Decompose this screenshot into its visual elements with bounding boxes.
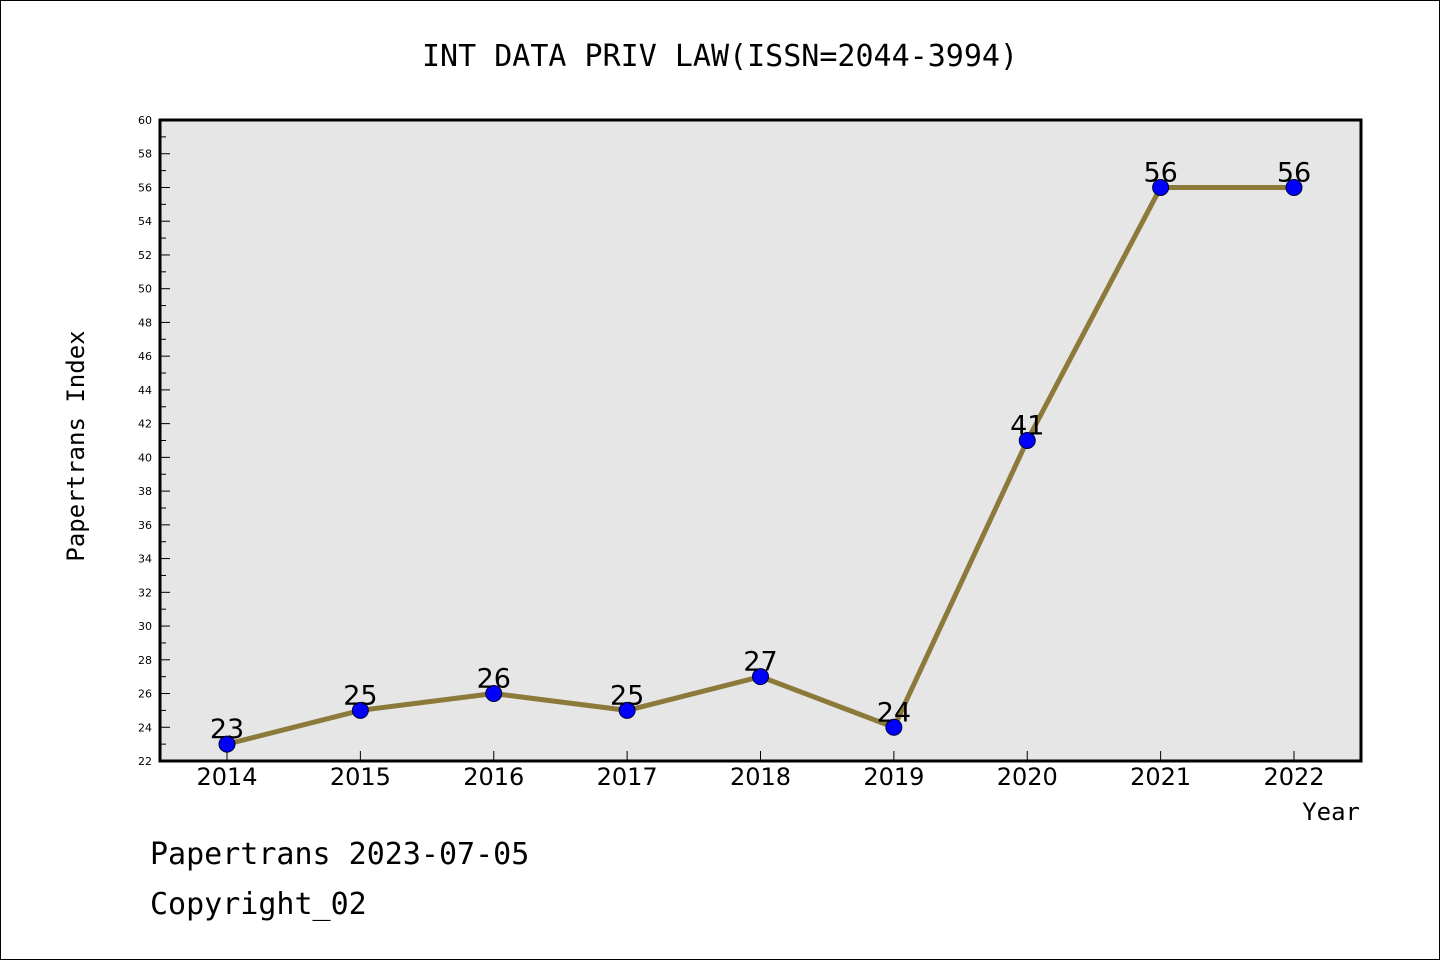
y-tick-label: 54 — [138, 215, 152, 228]
data-point — [885, 718, 903, 736]
y-tick-label: 38 — [138, 485, 152, 498]
data-point — [218, 735, 236, 753]
plot-border — [158, 118, 1363, 763]
x-tick-label: 2022 — [1263, 763, 1324, 791]
plot-area — [160, 120, 1361, 761]
x-tick-label: 2016 — [463, 763, 524, 791]
x-tick-label: 2018 — [730, 763, 791, 791]
data-label: 27 — [743, 647, 777, 678]
y-tick-label: 26 — [138, 688, 152, 701]
series-layer: 23 25 26 25 27 24 41 56 56 — [210, 157, 1311, 753]
y-tick-label: 30 — [138, 620, 152, 633]
y-tick-label: 42 — [138, 418, 152, 431]
y-tick-label: 24 — [138, 721, 152, 734]
y-tick-label: 50 — [138, 283, 152, 296]
data-label: 25 — [343, 680, 377, 711]
data-point — [485, 685, 503, 703]
y-tick-label: 58 — [138, 148, 152, 161]
data-label: 56 — [1143, 157, 1177, 188]
y-tick-label: 48 — [138, 316, 152, 329]
y-tick-label: 56 — [138, 181, 152, 194]
data-label: 26 — [477, 664, 511, 695]
y-tick-label: 44 — [138, 384, 152, 397]
data-point — [618, 701, 636, 719]
data-label: 23 — [210, 714, 244, 745]
y-tick-label: 28 — [138, 654, 152, 667]
x-tick-label: 2020 — [997, 763, 1058, 791]
chart-title: INT DATA PRIV LAW(ISSN=2044-3994) — [422, 39, 1018, 74]
x-axis: 2014 2015 2016 2017 2018 2019 2020 2021 2022 — [196, 751, 1325, 791]
x-tick-label: 2017 — [597, 763, 658, 791]
data-label: 41 — [1010, 411, 1044, 442]
x-tick-label: 2019 — [863, 763, 924, 791]
data-point — [1152, 178, 1170, 196]
y-tick-label: 46 — [138, 350, 152, 363]
data-point — [752, 668, 769, 686]
data-point — [351, 701, 369, 719]
y-tick-label: 52 — [138, 249, 152, 262]
y-axis: 22 24 26 28 30 32 34 36 38 40 42 44 46 48 50 52 54 56 58 60 — [138, 114, 170, 768]
footer-copyright: Copyright_02 — [150, 887, 367, 922]
data-point — [1285, 178, 1303, 196]
data-point — [1018, 432, 1036, 449]
data-label: 24 — [877, 697, 911, 728]
x-axis-label: Year — [1302, 798, 1360, 826]
data-label: 56 — [1277, 157, 1311, 188]
data-label: 25 — [610, 680, 644, 711]
x-tick-label: 2015 — [330, 763, 391, 791]
y-tick-label: 34 — [138, 553, 152, 566]
footer-date: Papertrans 2023-07-05 — [150, 837, 529, 872]
y-axis-label: Papertrans Index — [62, 330, 90, 561]
y-tick-label: 22 — [138, 755, 152, 768]
x-tick-label: 2021 — [1130, 763, 1191, 791]
y-tick-label: 32 — [138, 586, 152, 599]
y-tick-label: 36 — [138, 519, 152, 532]
y-tick-label: 40 — [138, 451, 152, 464]
y-tick-label: 60 — [138, 114, 152, 127]
x-tick-label: 2014 — [196, 763, 257, 791]
